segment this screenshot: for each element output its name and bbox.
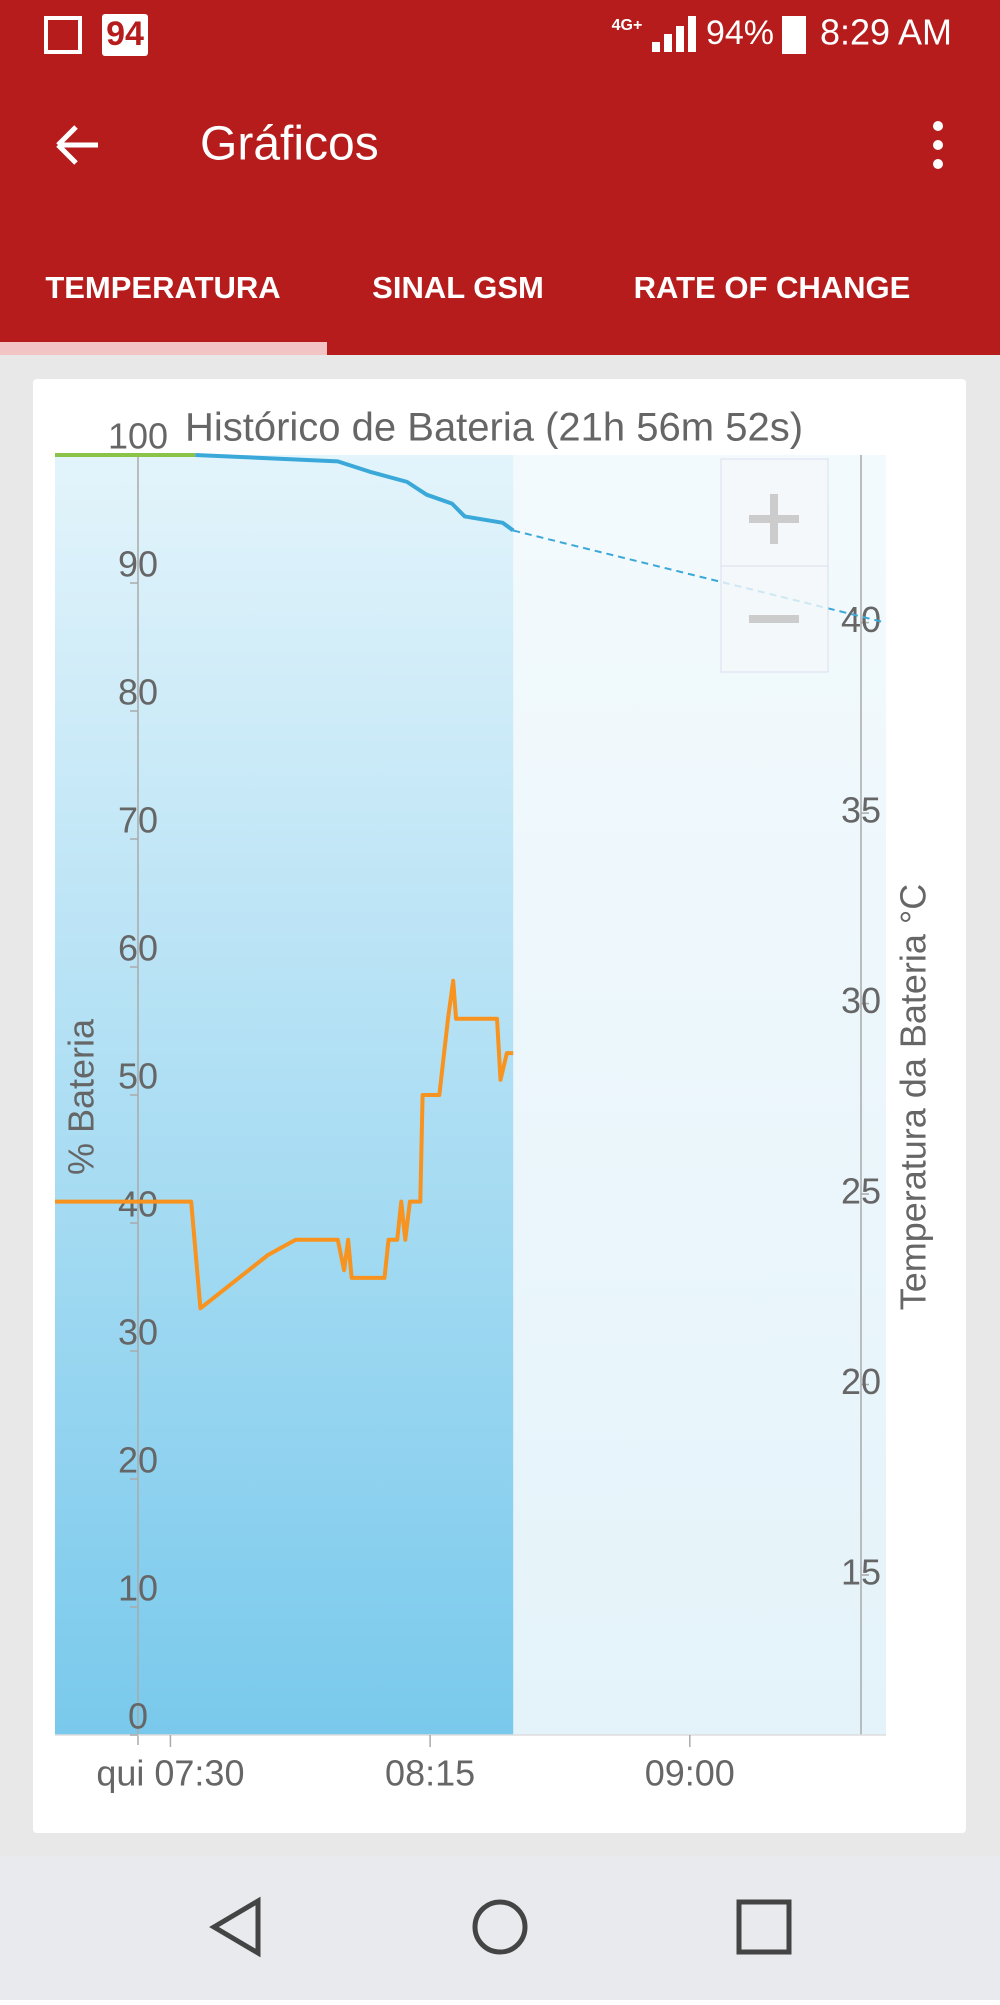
app-header	[0, 0, 1000, 355]
nav-back[interactable]	[209, 1896, 261, 1958]
y-tick-label: 50	[118, 1056, 158, 1097]
y2-tick-label: 20	[841, 1361, 881, 1402]
y2-tick-label: 35	[841, 790, 881, 831]
tab[interactable]: RATE OF CHANGE	[634, 270, 911, 305]
y-tick-label: 30	[118, 1312, 158, 1353]
y-tick-label: 20	[118, 1440, 158, 1481]
y-tick-label: 60	[118, 928, 158, 969]
gallery-icon	[44, 16, 82, 54]
y-tick-label: 0	[128, 1696, 148, 1737]
more-menu[interactable]	[933, 121, 943, 169]
notification-icon	[102, 14, 148, 56]
chart-title: Histórico de Bateria (21h 56m 52s)	[185, 406, 803, 450]
x-tick-label: qui 07:30	[96, 1753, 244, 1794]
y-tick-label: 100	[108, 416, 168, 457]
clock: 8:29 AM	[820, 12, 952, 53]
data-line	[512, 529, 887, 624]
y2-axis-label: Temperatura da Bateria °C	[893, 884, 934, 1311]
y-axis-label: % Bateria	[61, 1018, 102, 1175]
nav-recents[interactable]	[736, 1899, 792, 1955]
x-tick-label: 09:00	[645, 1753, 735, 1794]
y-tick-label: 10	[118, 1568, 158, 1609]
y-tick-label: 80	[118, 672, 158, 713]
x-tick-label: 08:15	[385, 1753, 475, 1794]
y-tick-label: 70	[118, 800, 158, 841]
data-line	[55, 978, 514, 1311]
navigation-bar	[0, 1856, 1000, 2000]
y2-tick-label: 25	[841, 1171, 881, 1212]
tab[interactable]: TEMPERATURA	[45, 270, 280, 305]
tab-indicator	[0, 342, 327, 355]
y2-tick-label: 15	[841, 1552, 881, 1593]
y-tick-label: 90	[118, 544, 158, 585]
tab[interactable]: SINAL GSM	[372, 270, 544, 305]
app-title: Gráficos	[200, 118, 379, 171]
network-type: 4G+	[612, 17, 643, 34]
zoom-in[interactable]	[749, 494, 799, 544]
nav-home[interactable]	[472, 1899, 528, 1955]
chart: 0 10 20 30 40 50 60 70 80 90 100 15 20 25 30 35 40 qui 07…	[55, 406, 934, 1794]
y2-tick-label: 30	[841, 980, 881, 1021]
y2-tick-label: 40	[841, 599, 881, 640]
battery-percent: 94%	[706, 14, 774, 52]
data-line	[195, 453, 515, 533]
signal-icon	[652, 16, 696, 52]
y-tick-label: 40	[118, 1184, 158, 1225]
notification-text: 94	[106, 15, 144, 53]
battery-icon	[782, 16, 806, 54]
back-button[interactable]	[56, 125, 98, 165]
